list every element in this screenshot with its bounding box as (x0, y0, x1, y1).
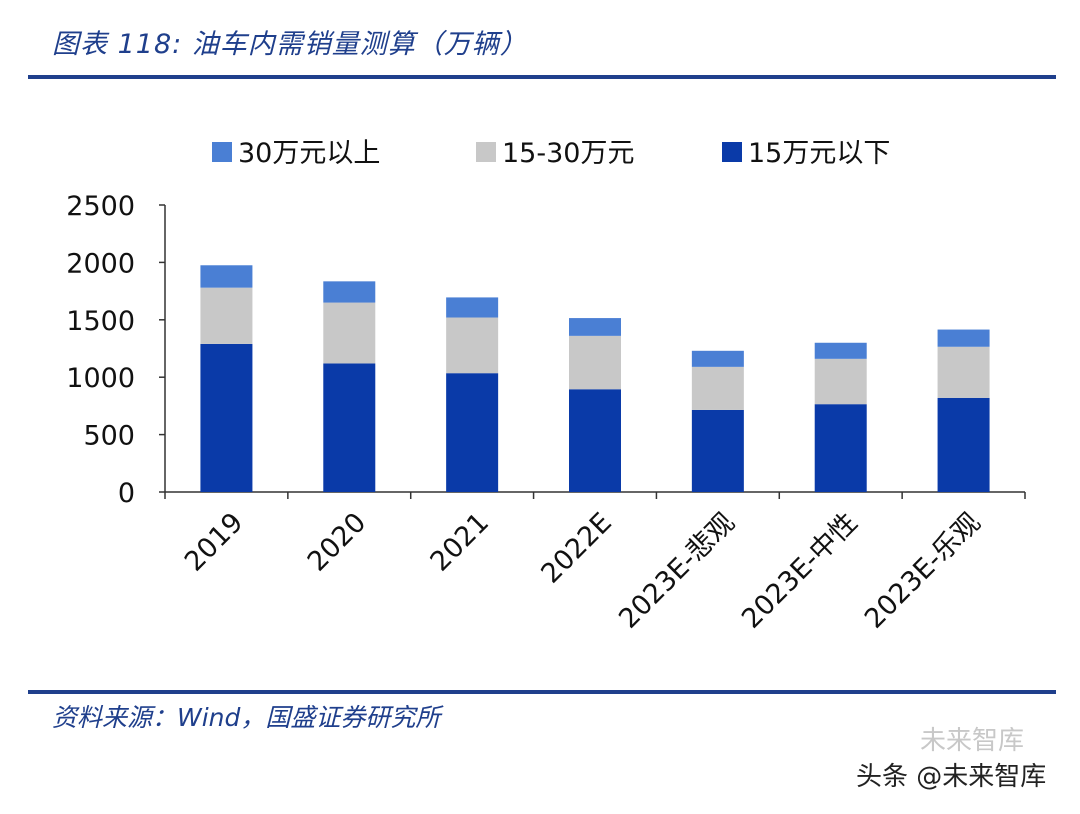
bar-segment (691, 409, 744, 492)
bar-segment (446, 373, 499, 492)
bar-segment (200, 287, 253, 344)
bar-segment (937, 397, 990, 492)
y-tick-label: 0 (118, 478, 135, 509)
bar-segment (200, 265, 253, 288)
x-tick-label: 2023E-中性 (736, 507, 864, 635)
bar-segment (691, 366, 744, 410)
bar-segment (446, 297, 499, 318)
bar-segment (937, 329, 990, 347)
bar-segment (814, 404, 867, 492)
bar-segment (323, 302, 376, 364)
title-rule (28, 75, 1056, 79)
watermark-logo-text: 未来智库 (920, 726, 1025, 756)
x-tick-label: 2021 (425, 507, 496, 578)
x-tick-label: 2019 (179, 507, 250, 578)
legend-swatch (212, 142, 232, 162)
bar-segment (691, 350, 744, 367)
bar-segment (446, 317, 499, 374)
x-tick-label: 2023E-乐观 (859, 507, 987, 635)
legend-swatch (722, 142, 742, 162)
bar-segment (569, 389, 621, 492)
legend-label: 15万元以下 (748, 138, 890, 169)
source-note: 资料来源：Wind，国盛证券研究所 (52, 703, 441, 732)
source-rule (28, 690, 1056, 694)
bar-segment (323, 363, 376, 492)
y-tick-label: 1500 (66, 306, 135, 337)
bar-segment (814, 358, 867, 405)
legend-swatch (476, 142, 496, 162)
x-tick-label: 2022E (535, 507, 618, 590)
bar-segment (569, 335, 621, 390)
y-tick-label: 2500 (66, 191, 135, 222)
y-tick-label: 2000 (66, 248, 135, 279)
legend-label: 30万元以上 (238, 138, 380, 169)
bar-segment (937, 346, 990, 398)
chart-title: 图表 118: 油车内需销量测算（万辆） (52, 29, 528, 60)
bar-segment (323, 281, 376, 303)
bar-segment (569, 318, 621, 336)
bar-segment (200, 343, 253, 492)
legend-label: 15-30万元 (502, 138, 634, 169)
x-tick-label: 2023E-悲观 (613, 507, 741, 635)
y-tick-label: 500 (83, 421, 135, 452)
x-tick-label: 2020 (302, 507, 373, 578)
y-tick-label: 1000 (66, 363, 135, 394)
watermark-text: 头条 @未来智库 (856, 762, 1047, 792)
bar-segment (814, 342, 867, 359)
